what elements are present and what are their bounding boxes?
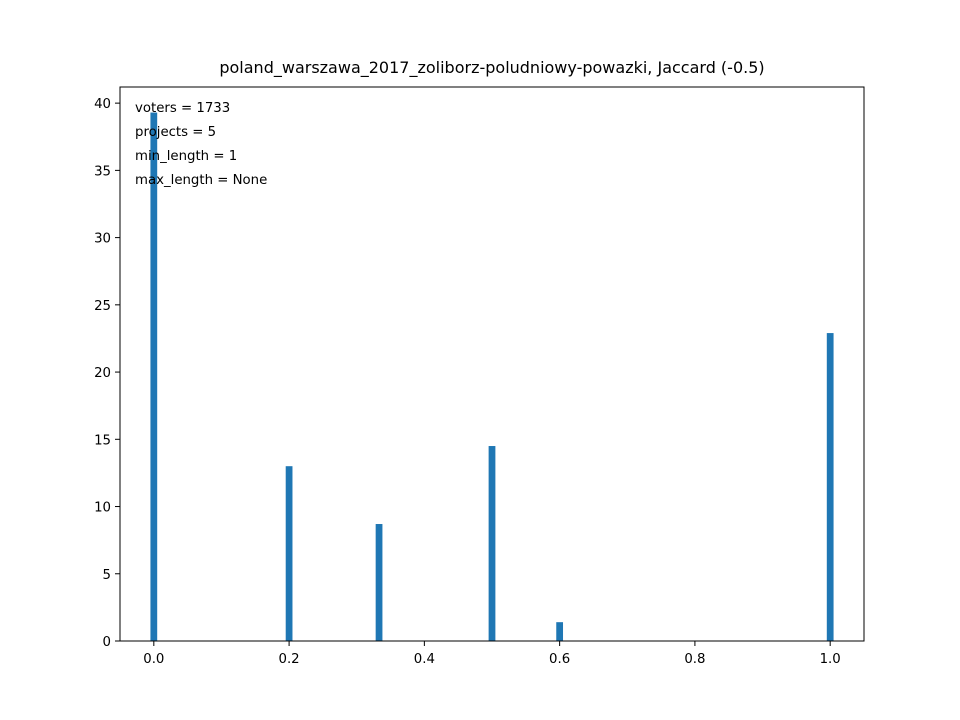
x-tick-label-2: 0.4 [414,652,435,667]
y-tick-label-8: 40 [94,97,111,112]
x-tick-label-1: 0.2 [279,652,300,667]
annotation-line-1: projects = 5 [135,125,216,140]
y-axis: 0 5 10 15 20 25 30 35 40 [94,97,120,650]
y-tick-label-1: 5 [103,568,111,583]
bar-4 [556,622,564,641]
y-tick-label-2: 10 [94,501,111,516]
y-tick-label-5: 25 [94,299,111,314]
x-tick-label-5: 1.0 [820,652,841,667]
y-tick-label-4: 20 [94,366,111,381]
bars [150,112,834,642]
bar-5 [826,333,834,641]
y-tick-label-6: 30 [94,232,111,247]
annotation-line-2: min_length = 1 [135,149,237,164]
y-tick-label-3: 15 [94,433,111,448]
x-tick-label-4: 0.8 [684,652,705,667]
x-axis: 0.0 0.2 0.4 0.6 0.8 1.0 [143,641,841,667]
annotation-line-0: voters = 1733 [135,101,230,116]
plot-area-frame [119,86,865,642]
bar-0 [150,112,158,642]
annotation-line-3: max_length = None [135,173,267,188]
annotations: voters = 1733 projects = 5 min_length = 1 m… [135,101,267,188]
bar-3 [488,446,496,641]
bar-1 [285,466,293,641]
x-tick-label-0: 0.0 [143,652,164,667]
bar-2 [375,524,383,641]
y-tick-label-0: 0 [103,635,111,650]
x-tick-label-3: 0.6 [549,652,570,667]
y-tick-label-7: 35 [94,164,111,179]
chart-title: poland_warszawa_2017_zoliborz-poludniowy… [219,58,764,78]
